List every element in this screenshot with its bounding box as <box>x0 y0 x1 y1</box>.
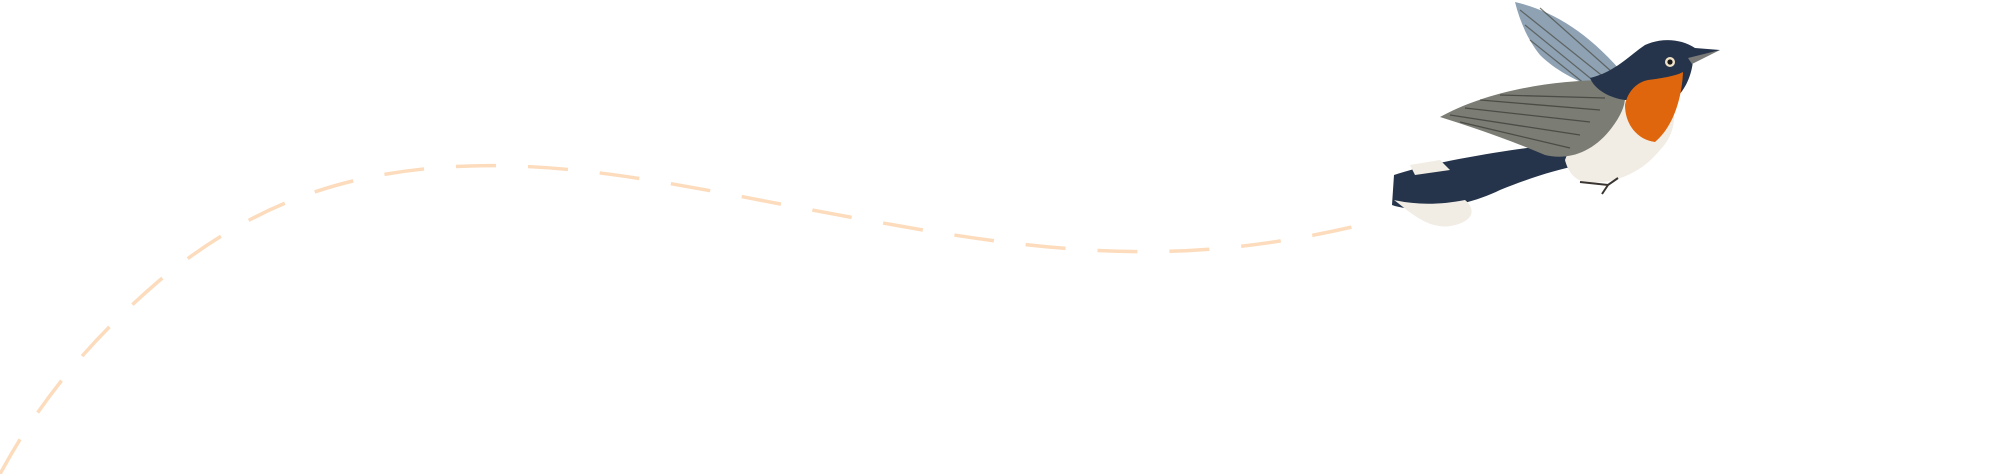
bird-beak <box>1688 50 1720 64</box>
bird-icon <box>1392 2 1720 227</box>
bird-feet <box>1579 177 1619 195</box>
bird-upper-wing <box>1515 2 1620 88</box>
bird-head <box>1590 40 1720 100</box>
bird-tail <box>1392 145 1580 210</box>
flight-path-dashed-curve <box>0 163 1353 474</box>
bird-lower-wing <box>1440 80 1625 157</box>
bird-tail-tips <box>1394 200 1472 227</box>
bird-throat <box>1625 72 1683 142</box>
